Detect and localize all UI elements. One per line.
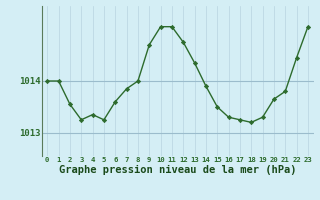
X-axis label: Graphe pression niveau de la mer (hPa): Graphe pression niveau de la mer (hPa) xyxy=(59,165,296,175)
